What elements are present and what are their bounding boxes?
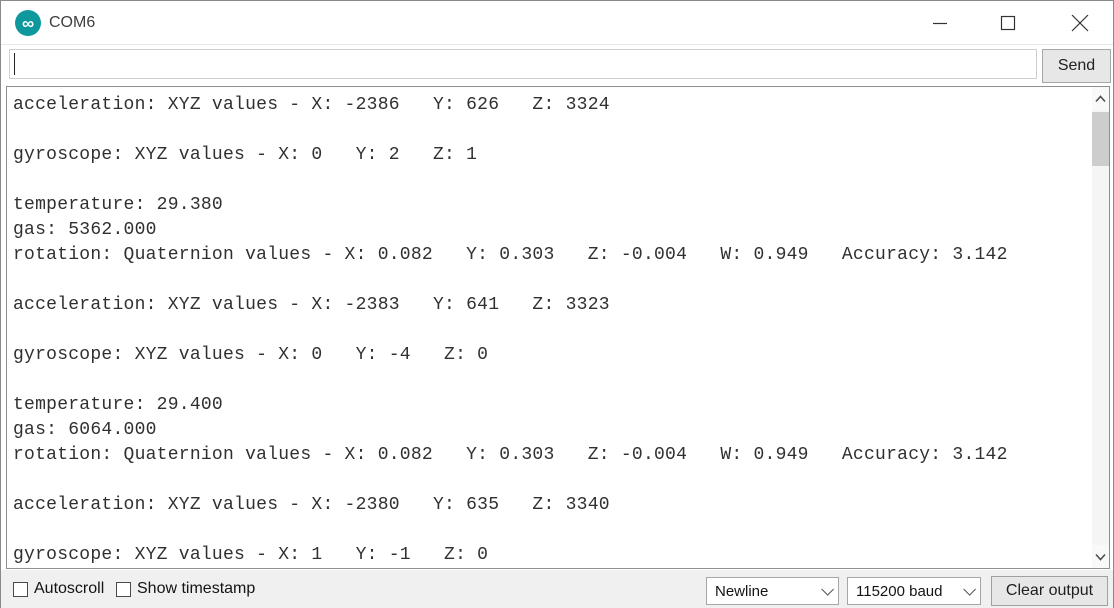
statusbar: Autoscroll Show timestamp Newline 115200… [1, 570, 1113, 608]
clear-output-button[interactable]: Clear output [991, 576, 1108, 606]
send-button-label: Send [1057, 57, 1096, 74]
show-timestamp-checkbox[interactable]: Show timestamp [116, 570, 255, 608]
arduino-logo-icon: ∞ [15, 10, 41, 36]
scroll-down-button[interactable] [1092, 545, 1109, 568]
clear-output-label: Clear output [1005, 582, 1094, 599]
close-button[interactable] [1057, 1, 1103, 45]
baud-rate-select[interactable]: 115200 baud [847, 577, 981, 605]
minimize-icon [931, 14, 949, 32]
scroll-up-button[interactable] [1092, 87, 1109, 110]
vertical-scrollbar[interactable] [1092, 87, 1109, 568]
baud-rate-selected-value: 115200 baud [856, 582, 943, 600]
chevron-up-icon [1095, 90, 1106, 108]
titlebar: ∞ COM6 [1, 1, 1113, 45]
line-ending-select[interactable]: Newline [706, 577, 839, 605]
close-icon [1070, 13, 1090, 33]
maximize-button[interactable] [985, 1, 1031, 45]
window-title: COM6 [49, 14, 96, 31]
minimize-button[interactable] [917, 1, 963, 45]
serial-output-area[interactable]: acceleration: XYZ values - X: -2386 Y: 6… [6, 86, 1110, 569]
chevron-down-icon [1095, 548, 1106, 566]
text-caret [14, 53, 15, 75]
send-input[interactable] [9, 49, 1037, 79]
line-ending-selected-value: Newline [715, 582, 769, 600]
show-timestamp-label: Show timestamp [137, 580, 256, 597]
chevron-down-icon [963, 582, 976, 596]
autoscroll-checkbox[interactable]: Autoscroll [13, 570, 104, 608]
chevron-down-icon [821, 582, 834, 596]
infinity-glyph: ∞ [21, 13, 35, 33]
autoscroll-label: Autoscroll [34, 580, 105, 597]
autoscroll-checkbox-box [13, 581, 28, 597]
serial-output-text: acceleration: XYZ values - X: -2386 Y: 6… [13, 95, 1008, 565]
maximize-icon [999, 14, 1017, 32]
scrollbar-thumb[interactable] [1092, 112, 1109, 166]
show-timestamp-checkbox-box [116, 581, 131, 597]
send-button[interactable]: Send [1042, 49, 1111, 83]
